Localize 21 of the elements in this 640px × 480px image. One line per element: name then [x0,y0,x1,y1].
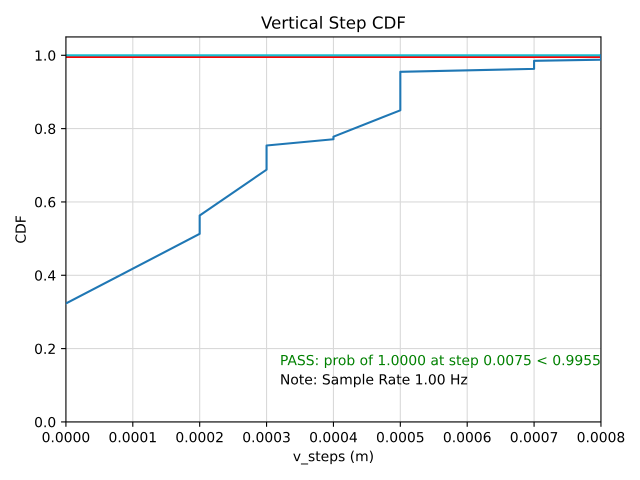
y-tick-label: 0.8 [35,124,56,134]
x-tick-label: 0.0005 [376,432,424,442]
y-tick-label: 0.2 [35,344,55,354]
x-tick-label: 0.0004 [310,432,357,442]
chart-title: Vertical Step CDF [261,16,405,32]
x-tick-label: 0.0008 [578,432,624,442]
y-tick-label: 0.4 [35,270,56,281]
annotation: Note: Sample Rate 1.00 Hz [281,374,468,388]
x-tick-label: 0.0001 [109,432,156,442]
x-tick-label: 0.0000 [42,432,90,442]
line-series [66,54,601,305]
annotation: PASS: prob of 1.0000 at step 0.0075 < 0.9955 [281,354,600,368]
y-tick-label: 1.0 [36,50,56,61]
x-tick-label: 0.0003 [243,432,290,442]
y-axis-title: CDF [15,216,26,243]
x-tick-label: 0.0002 [176,432,223,442]
x-tick-label: 0.0007 [510,432,558,442]
y-tick-label: 0.6 [35,196,56,208]
x-axis-title: v_steps (m) [293,450,373,464]
x-tick-label: 0.0006 [444,432,491,442]
y-tick-label: 0.0 [35,416,56,428]
